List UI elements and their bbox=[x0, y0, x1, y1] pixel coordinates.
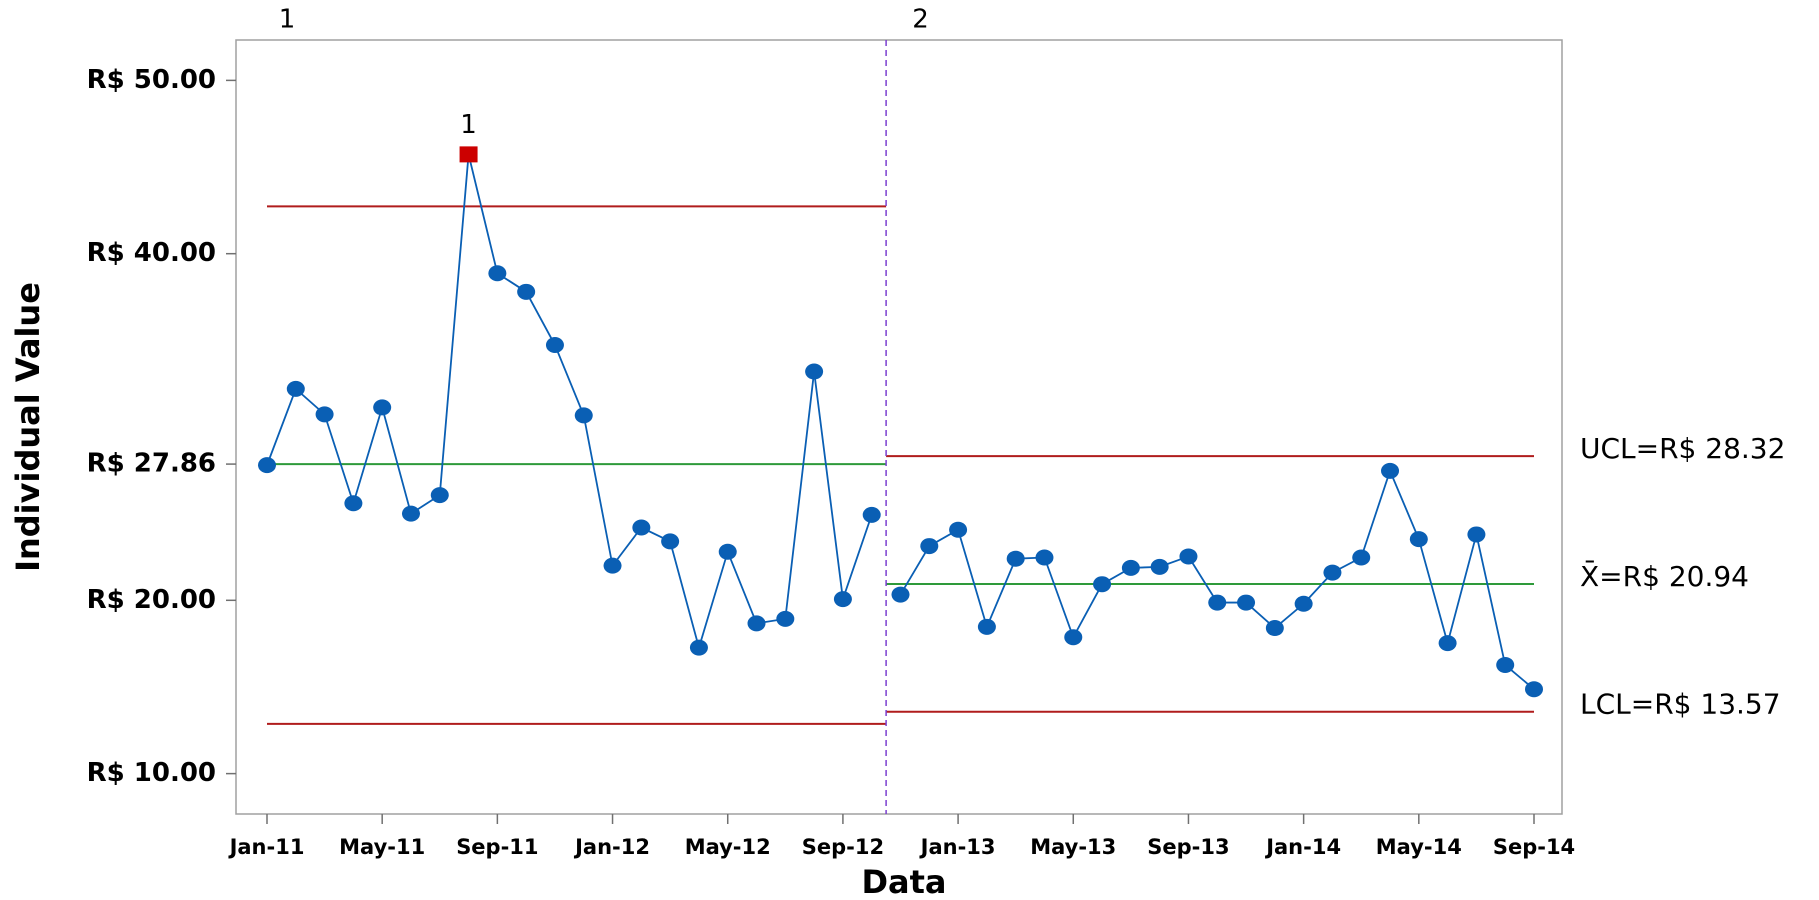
data-point bbox=[1525, 681, 1543, 698]
lcl-label: LCL=R$ 13.57 bbox=[1580, 688, 1781, 721]
ucl-label: UCL=R$ 28.32 bbox=[1580, 432, 1785, 465]
y-tick-label: R$ 40.00 bbox=[87, 238, 216, 268]
data-point bbox=[689, 639, 708, 656]
data-point bbox=[1006, 550, 1025, 567]
data-point bbox=[603, 557, 622, 574]
data-point bbox=[805, 363, 824, 380]
data-point bbox=[258, 457, 276, 474]
data-point bbox=[776, 610, 795, 627]
x-tick-label: Jan-12 bbox=[573, 835, 650, 859]
flagged-point bbox=[459, 146, 478, 163]
x-tick-label: Sep-12 bbox=[802, 835, 884, 859]
data-line bbox=[899, 468, 1535, 690]
data-point bbox=[1409, 531, 1428, 548]
data-point bbox=[286, 380, 305, 397]
x-axis-label: Data bbox=[861, 863, 946, 900]
data-point bbox=[1496, 656, 1515, 673]
data-point bbox=[517, 283, 536, 300]
x-tick-label: Sep-11 bbox=[456, 835, 538, 859]
x-tick-label: May-11 bbox=[339, 835, 425, 859]
plot-frame bbox=[235, 39, 1563, 815]
data-point bbox=[574, 407, 593, 424]
x-tick-label: Sep-14 bbox=[1493, 835, 1575, 859]
y-tick-label: R$ 27.86 bbox=[87, 449, 216, 479]
data-point bbox=[718, 543, 737, 560]
data-point bbox=[1064, 629, 1083, 646]
data-point bbox=[1179, 548, 1198, 565]
data-point bbox=[430, 487, 449, 504]
x-tick-label: Jan-11 bbox=[228, 835, 305, 859]
data-point bbox=[833, 591, 852, 608]
data-point bbox=[344, 495, 363, 512]
data-point bbox=[1035, 549, 1054, 566]
data-point bbox=[977, 618, 996, 635]
data-point bbox=[1467, 526, 1486, 543]
data-point bbox=[1438, 635, 1457, 652]
data-point bbox=[1352, 549, 1371, 566]
x-tick-label: Jan-14 bbox=[1264, 835, 1341, 859]
data-point bbox=[747, 615, 766, 632]
phase-label: 1 bbox=[279, 5, 296, 35]
phase-label: 2 bbox=[912, 5, 929, 35]
data-point bbox=[1294, 595, 1313, 612]
data-point bbox=[545, 337, 564, 354]
data-point bbox=[401, 505, 420, 522]
flag-label: 1 bbox=[460, 110, 477, 140]
data-point bbox=[920, 538, 939, 555]
data-point bbox=[1381, 462, 1400, 479]
y-tick-label: R$ 20.00 bbox=[87, 585, 216, 615]
data-line bbox=[266, 154, 873, 651]
data-point bbox=[1208, 594, 1227, 611]
x-tick-label: Sep-13 bbox=[1147, 835, 1229, 859]
x-tick-label: May-13 bbox=[1030, 835, 1116, 859]
data-point bbox=[1121, 559, 1140, 576]
data-point bbox=[661, 533, 680, 550]
data-point bbox=[1093, 576, 1112, 593]
center-label: X̄=R$ 20.94 bbox=[1580, 559, 1749, 593]
y-tick-label: R$ 10.00 bbox=[87, 758, 216, 788]
data-point bbox=[891, 586, 910, 603]
data-point bbox=[1237, 594, 1256, 611]
data-point bbox=[1150, 558, 1169, 575]
x-tick-label: May-14 bbox=[1376, 835, 1462, 859]
data-point bbox=[488, 265, 507, 282]
data-point bbox=[862, 506, 881, 523]
data-point bbox=[632, 519, 651, 536]
y-tick-label: R$ 50.00 bbox=[87, 65, 216, 95]
x-tick-label: May-12 bbox=[685, 835, 771, 859]
data-point bbox=[315, 406, 334, 423]
data-point bbox=[1323, 564, 1342, 581]
data-point bbox=[1265, 620, 1284, 637]
y-axis-label: Individual Value bbox=[9, 282, 47, 572]
data-point bbox=[949, 521, 968, 538]
data-point bbox=[373, 399, 392, 416]
x-tick-label: Jan-13 bbox=[919, 835, 996, 859]
